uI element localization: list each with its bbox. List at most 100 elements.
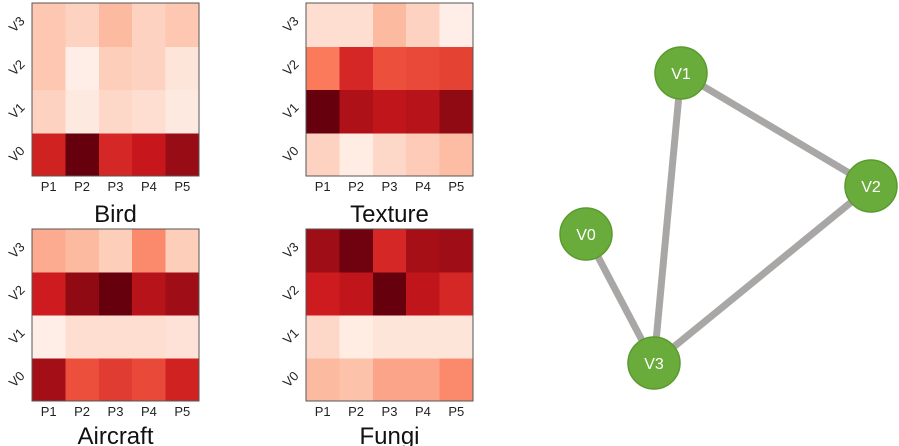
heatmap-cell <box>165 46 200 91</box>
graph-node-label: V0 <box>576 227 596 244</box>
heatmap-cell <box>339 132 374 177</box>
graph-edge <box>650 182 875 367</box>
heatmap-cell <box>372 46 407 91</box>
graph-node-label: V2 <box>861 179 881 196</box>
y-tick-label: V0 <box>280 368 302 390</box>
heatmap-cell <box>32 89 66 134</box>
heatmap-cell <box>406 315 441 359</box>
heatmap-cell <box>306 358 340 402</box>
heatmap-cell <box>439 272 474 316</box>
y-tick-label: V1 <box>6 100 28 122</box>
heatmap-cell <box>406 89 441 134</box>
x-tick-label: P1 <box>41 404 57 419</box>
heatmap-cell <box>165 3 200 47</box>
heatmap-cell <box>406 272 441 316</box>
x-tick-label: P5 <box>174 404 190 419</box>
heatmap-cell <box>439 46 474 91</box>
heatmap-cell <box>32 229 66 273</box>
heatmap-cell <box>165 89 200 134</box>
heatmap-cell <box>98 315 133 359</box>
heatmap-title: Texture <box>350 201 429 228</box>
graph-edge <box>650 69 685 367</box>
heatmap-cell <box>406 46 441 91</box>
heatmap-cell <box>372 132 407 177</box>
heatmap-cell <box>132 315 167 359</box>
y-tick-label: V2 <box>6 57 28 79</box>
graph-node <box>844 159 898 213</box>
heatmap-cell <box>65 132 100 177</box>
heatmap-cell <box>372 229 407 273</box>
heatmap-cell <box>406 358 441 402</box>
x-tick-label: P1 <box>315 179 331 194</box>
heatmap-texture: P1 P2 P3 P4 P5 V0 V1 V2 V3 Texture <box>280 2 474 228</box>
heatmap-aircraft: P1 P2 P3 P4 P5 V0 V1 V2 V3 Aircraft <box>6 228 200 446</box>
x-tick-label: P4 <box>141 404 157 419</box>
heatmap-cell <box>65 89 100 134</box>
heatmap-cell <box>372 315 407 359</box>
x-tick-label: P5 <box>174 179 190 194</box>
heatmap-cell <box>165 132 200 177</box>
heatmap-cell <box>306 89 340 134</box>
heatmap-cell <box>306 229 340 273</box>
heatmap-cell <box>439 358 474 402</box>
heatmap-cell <box>32 132 66 177</box>
x-tick-label: P1 <box>315 404 331 419</box>
heatmap-cell <box>98 272 133 316</box>
x-tick-label: P2 <box>348 404 364 419</box>
heatmap-cell <box>306 132 340 177</box>
heatmap-cell <box>165 272 200 316</box>
heatmap-cell <box>98 132 133 177</box>
heatmap-cell <box>406 3 441 47</box>
heatmap-cell <box>306 315 340 359</box>
heatmap-cell <box>339 315 374 359</box>
heatmap-cell <box>98 358 133 402</box>
y-tick-label: V0 <box>6 368 28 390</box>
heatmap-cell <box>32 46 66 91</box>
x-tick-label: P3 <box>108 404 124 419</box>
heatmap-cell <box>339 46 374 91</box>
heatmap-cell <box>132 132 167 177</box>
heatmap-cell <box>439 3 474 47</box>
heatmap-cell <box>132 89 167 134</box>
y-tick-label: V3 <box>280 13 302 35</box>
y-tick-label: V3 <box>280 239 302 261</box>
heatmap-cell <box>406 132 441 177</box>
x-tick-label: P1 <box>41 179 57 194</box>
heatmap-cell <box>98 3 133 47</box>
heatmap-cell <box>165 358 200 402</box>
heatmap-cell <box>372 358 407 402</box>
x-tick-label: P5 <box>448 404 464 419</box>
heatmap-cell <box>339 229 374 273</box>
x-tick-label: P3 <box>108 179 124 194</box>
y-tick-label: V1 <box>6 325 28 347</box>
heatmap-frame <box>305 228 474 402</box>
heatmap-frame <box>305 2 474 177</box>
y-tick-label: V3 <box>6 13 28 35</box>
heatmap-cell <box>372 272 407 316</box>
y-tick-label: V1 <box>280 100 302 122</box>
graph-node <box>559 207 613 261</box>
heatmap-cell <box>32 358 66 402</box>
heatmap-cell <box>439 132 474 177</box>
graph-node-label: V3 <box>644 356 664 373</box>
heatmap-cell <box>439 229 474 273</box>
heatmap-panels: P1 P2 P3 P4 P5 V0 V1 V2 V3 Bird P1 P2 P3 P4 P5 V0 V1 V2 V3… <box>6 2 474 446</box>
y-tick-label: V0 <box>6 143 28 165</box>
heatmap-cell <box>65 358 100 402</box>
x-tick-label: P3 <box>382 404 398 419</box>
heatmap-cell <box>132 272 167 316</box>
heatmap-cell <box>32 315 66 359</box>
y-tick-label: V1 <box>280 325 302 347</box>
heatmap-title: Bird <box>94 201 137 228</box>
heatmap-cell <box>439 89 474 134</box>
y-tick-label: V3 <box>6 239 28 261</box>
y-tick-label: V2 <box>280 282 302 304</box>
y-tick-label: V2 <box>6 282 28 304</box>
x-tick-label: P2 <box>74 404 90 419</box>
heatmap-cell <box>406 229 441 273</box>
heatmap-frame <box>31 2 200 177</box>
heatmap-bird: P1 P2 P3 P4 P5 V0 V1 V2 V3 Bird <box>6 2 200 228</box>
heatmap-cell <box>132 358 167 402</box>
heatmap-cell <box>372 3 407 47</box>
